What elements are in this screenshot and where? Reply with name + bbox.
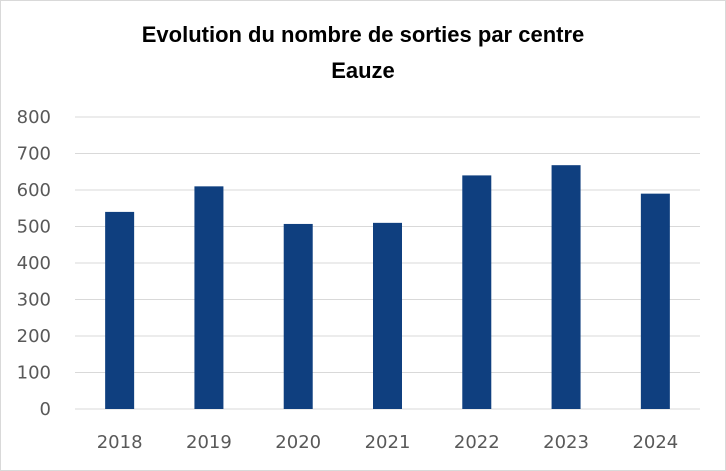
- x-tick-label: 2019: [186, 432, 232, 453]
- y-tick-label: 300: [17, 290, 51, 311]
- bar: [194, 186, 224, 409]
- bar: [105, 211, 135, 409]
- bar: [283, 223, 313, 409]
- chart-title: Evolution du nombre de sorties par centr…: [141, 22, 585, 47]
- y-tick-label: 0: [40, 399, 51, 420]
- bar: [551, 165, 581, 409]
- y-tick-label: 600: [17, 180, 51, 201]
- bar: [373, 222, 402, 409]
- x-tick-label: 2022: [454, 432, 500, 453]
- x-tick-label: 2020: [275, 432, 321, 453]
- y-tick-label: 700: [17, 144, 51, 165]
- y-tick-label: 200: [17, 326, 51, 347]
- x-tick-label: 2023: [543, 432, 589, 453]
- y-tick-label: 800: [17, 107, 51, 128]
- x-tick-label: 2021: [365, 432, 411, 453]
- y-tick-label: 400: [17, 253, 51, 274]
- chart-subtitle: Eauze: [331, 58, 395, 83]
- y-tick-label: 100: [17, 363, 51, 384]
- x-tick-label: 2018: [97, 432, 143, 453]
- bar: [640, 193, 670, 409]
- y-tick-label: 500: [17, 217, 51, 238]
- bar: [462, 175, 492, 409]
- x-tick-label: 2024: [632, 432, 678, 453]
